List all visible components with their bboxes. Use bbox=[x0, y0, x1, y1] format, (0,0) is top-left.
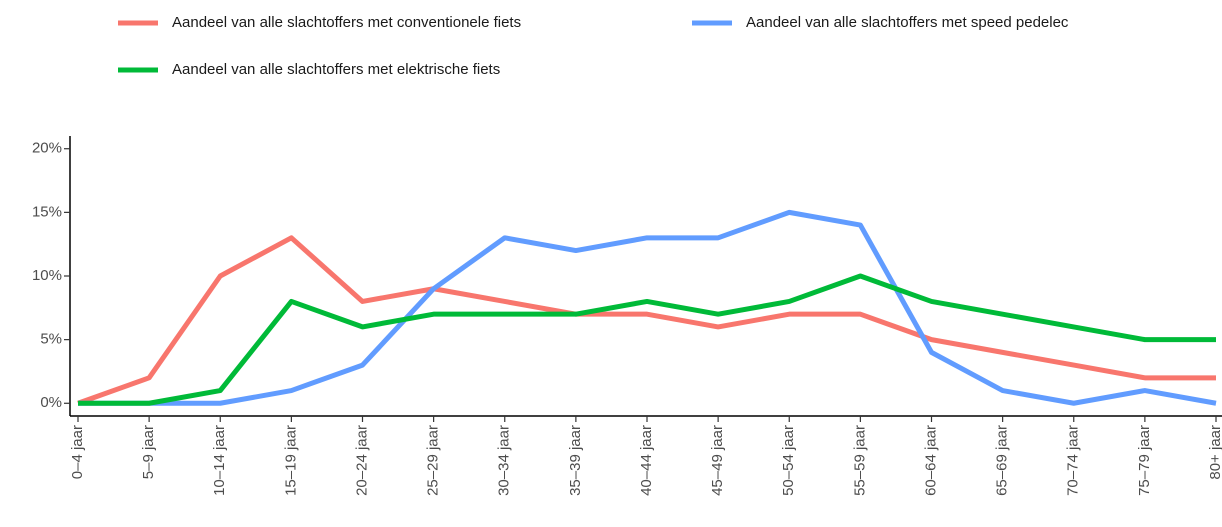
x-tick-label: 80+ jaar bbox=[1207, 425, 1222, 480]
x-tick-label: 20–24 jaar bbox=[353, 425, 370, 496]
x-tick-label: 0–4 jaar bbox=[69, 425, 86, 479]
y-tick-label: 20% bbox=[32, 140, 62, 157]
y-tick-label: 10% bbox=[32, 267, 62, 284]
legend-label: Aandeel van alle slachtoffers met conven… bbox=[172, 14, 521, 31]
x-tick-label: 40–44 jaar bbox=[638, 425, 655, 496]
y-tick-label: 5% bbox=[40, 331, 62, 348]
x-tick-label: 10–14 jaar bbox=[211, 425, 228, 496]
x-tick-label: 45–49 jaar bbox=[709, 425, 726, 496]
x-tick-label: 35–39 jaar bbox=[567, 425, 584, 496]
x-tick-label: 15–19 jaar bbox=[282, 425, 299, 496]
x-tick-label: 25–29 jaar bbox=[425, 425, 442, 496]
x-tick-label: 55–59 jaar bbox=[851, 425, 868, 496]
x-tick-label: 65–69 jaar bbox=[994, 425, 1011, 496]
y-tick-label: 15% bbox=[32, 203, 62, 220]
series-line bbox=[77, 235, 1216, 406]
legend-label: Aandeel van alle slachtoffers met speed … bbox=[746, 14, 1069, 31]
y-tick-label: 0% bbox=[40, 394, 62, 411]
x-tick-label: 70–74 jaar bbox=[1065, 425, 1082, 496]
x-tick-label: 5–9 jaar bbox=[140, 425, 157, 479]
x-tick-label: 75–79 jaar bbox=[1136, 425, 1153, 496]
x-tick-label: 30–34 jaar bbox=[496, 425, 513, 496]
x-tick-label: 60–64 jaar bbox=[922, 425, 939, 496]
legend-label: Aandeel van alle slachtoffers met elektr… bbox=[172, 61, 500, 78]
x-tick-label: 50–54 jaar bbox=[780, 425, 797, 496]
series-line bbox=[78, 273, 1216, 406]
series-line bbox=[78, 209, 1217, 406]
